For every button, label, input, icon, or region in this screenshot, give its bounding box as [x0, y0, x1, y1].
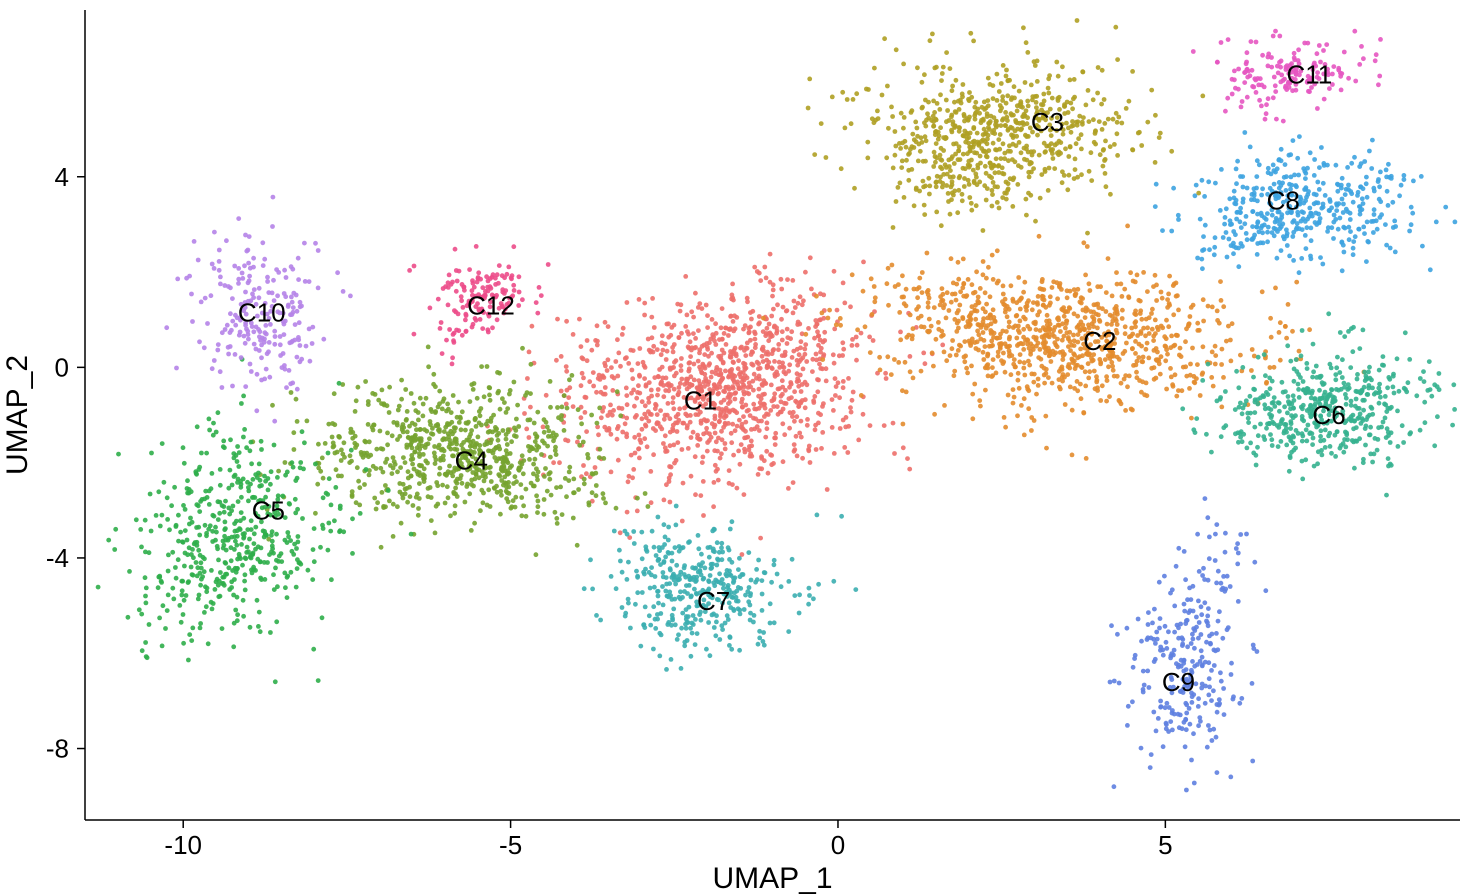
x-tick-label: -10	[164, 830, 202, 860]
cluster-C9	[1108, 496, 1269, 792]
umap-scatter-chart: -10-505-8-404 C1C2C3C4C5C6C7C8C9C10C11C1…	[0, 0, 1473, 896]
x-tick-label: -5	[499, 830, 522, 860]
cluster-C3	[806, 18, 1206, 235]
cluster-label-C7: C7	[697, 586, 730, 616]
y-tick-label: 4	[55, 162, 69, 192]
y-tick-label: -4	[46, 543, 69, 573]
axes-layer: -10 -5 0 5 -8 -4 0 4	[46, 10, 1460, 860]
cluster-labels-layer: C1 C2 C3 C4 C5 C6 C7 C8 C9 C10 C11 C12	[238, 59, 1346, 697]
points-layer	[96, 18, 1458, 792]
cluster-label-C2: C2	[1083, 326, 1116, 356]
cluster-label-C1: C1	[684, 386, 717, 416]
y-tick-label: -8	[46, 734, 69, 764]
chart-svg: -10-505-8-404 C1C2C3C4C5C6C7C8C9C10C11C1…	[0, 0, 1473, 896]
cluster-label-C9: C9	[1162, 667, 1195, 697]
x-tick-label: 5	[1158, 830, 1172, 860]
cluster-label-C6: C6	[1312, 400, 1345, 430]
cluster-label-C11: C11	[1287, 59, 1333, 89]
cluster-label-C4: C4	[455, 445, 488, 475]
x-tick-label: 0	[831, 830, 845, 860]
cluster-label-C10: C10	[238, 298, 286, 328]
cluster-C4	[250, 345, 650, 558]
x-axis-label: UMAP_1	[712, 862, 832, 895]
y-axis-label: UMAP_2	[1, 355, 34, 475]
cluster-label-C5: C5	[252, 495, 285, 525]
cluster-label-C8: C8	[1267, 186, 1300, 216]
cluster-label-C12: C12	[467, 290, 515, 320]
y-tick-label: 0	[55, 352, 69, 382]
cluster-C8	[1153, 130, 1457, 275]
cluster-label-C3: C3	[1031, 107, 1064, 137]
